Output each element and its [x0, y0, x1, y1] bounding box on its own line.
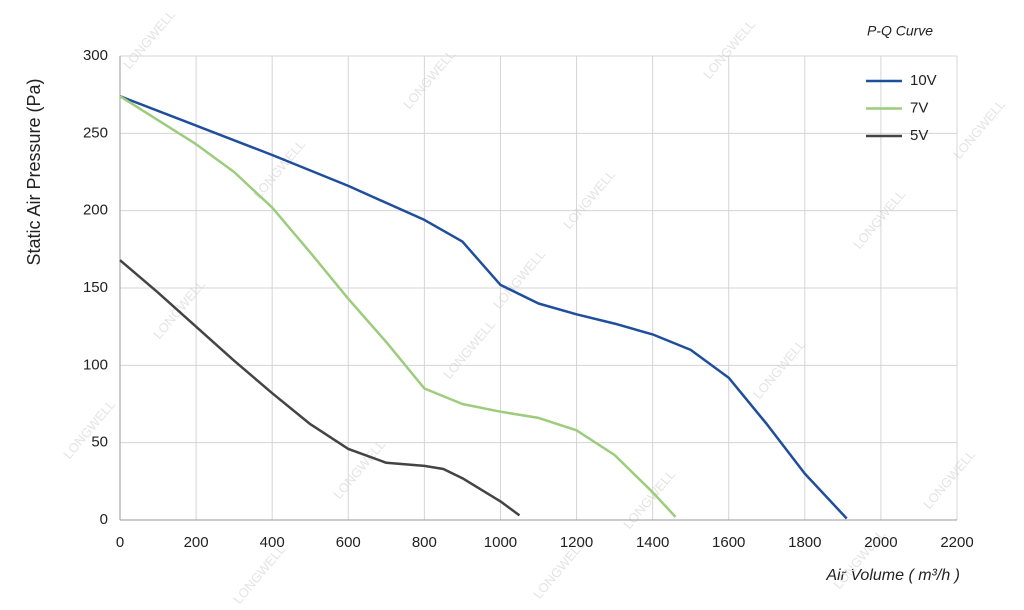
watermark: LONGWELL: [120, 7, 178, 72]
x-axis-label: Air Volume ( m³/h ): [825, 567, 960, 584]
watermark: LONGWELL: [230, 542, 288, 607]
chart-title: P-Q Curve: [867, 23, 933, 39]
watermark: LONGWELL: [60, 397, 118, 462]
y-tick-label: 150: [83, 279, 108, 296]
x-tick-label: 1800: [788, 534, 821, 551]
y-tick-label: 50: [91, 434, 108, 451]
watermark: LONGWELL: [560, 167, 618, 232]
x-tick-label: 2200: [940, 534, 973, 551]
legend-label: 5V: [910, 127, 928, 144]
y-tick-label: 300: [83, 47, 108, 64]
watermark: LONGWELL: [920, 447, 978, 512]
y-tick-label: 0: [100, 511, 108, 528]
series-line: [119, 259, 521, 517]
series-line: [119, 95, 848, 520]
legend-label: 7V: [910, 99, 928, 116]
x-tick-label: 400: [260, 534, 285, 551]
x-tick-label: 0: [116, 534, 124, 551]
watermark: LONGWELL: [850, 187, 908, 252]
watermark: LONGWELL: [150, 277, 208, 342]
y-tick-label: 250: [83, 124, 108, 141]
x-tick-label: 800: [412, 534, 437, 551]
x-tick-label: 200: [184, 534, 209, 551]
legend-label: 10V: [910, 72, 937, 89]
x-tick-label: 2000: [864, 534, 897, 551]
watermark: LONGWELL: [330, 437, 388, 502]
watermark: LONGWELL: [250, 137, 308, 202]
x-tick-label: 600: [336, 534, 361, 551]
watermark: LONGWELL: [750, 337, 808, 402]
x-tick-label: 1400: [636, 534, 669, 551]
y-axis-label: Static Air Pressure (Pa): [24, 78, 44, 265]
series-line: [119, 95, 677, 518]
x-tick-label: 1200: [560, 534, 593, 551]
y-tick-label: 100: [83, 356, 108, 373]
y-tick-label: 200: [83, 202, 108, 219]
watermark: LONGWELL: [490, 247, 548, 312]
watermark: LONGWELL: [440, 317, 498, 382]
x-tick-label: 1600: [712, 534, 745, 551]
x-tick-label: 1000: [484, 534, 517, 551]
watermark: LONGWELL: [400, 47, 458, 112]
watermark: LONGWELL: [950, 97, 1008, 162]
watermark: LONGWELL: [620, 467, 678, 532]
